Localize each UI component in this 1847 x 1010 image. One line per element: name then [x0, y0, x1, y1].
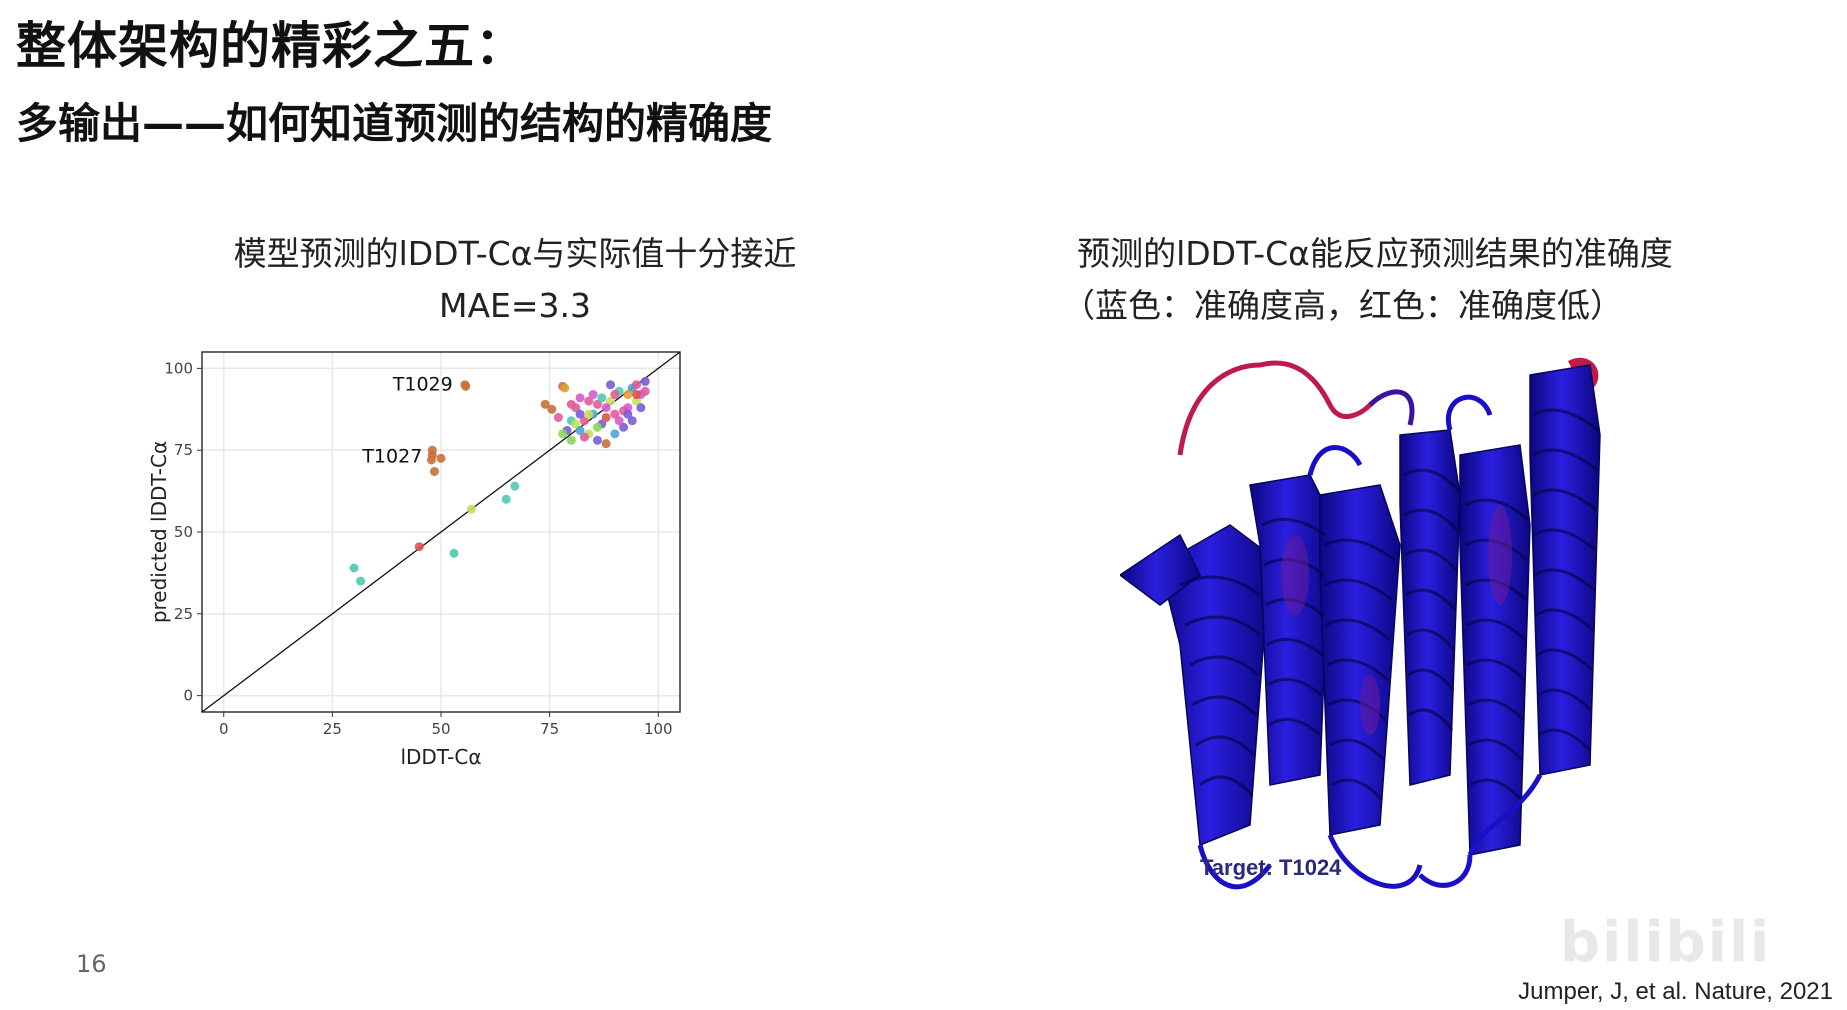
protein-structure-figure: Target: T1024 [1120, 345, 1620, 915]
x-tick-label: 75 [540, 720, 559, 738]
data-point [602, 403, 611, 412]
left-caption: 模型预测的lDDT-Cα与实际值十分接近 MAE=3.3 [150, 228, 880, 332]
x-tick-label: 25 [323, 720, 342, 738]
protein-ribbon-image [1120, 362, 1600, 887]
data-point [427, 456, 436, 465]
annotation-label: T1029 [392, 374, 453, 396]
data-point [632, 390, 641, 399]
x-axis-label: lDDT-Cα [400, 745, 481, 769]
data-point [593, 423, 602, 432]
y-axis-label: predicted lDDT-Cα [147, 441, 171, 623]
data-point [584, 410, 593, 419]
scatter-chart: 0 25 50 75 100 0 25 50 75 100 lDDT-Cα predicted lDD… [140, 350, 830, 830]
slide-subtitle: 多输出——如何知道预测的结构的精确度 [16, 90, 772, 151]
data-point [576, 393, 585, 402]
data-point [510, 482, 519, 491]
data-point [623, 390, 632, 399]
data-point [547, 405, 556, 414]
left-caption-line1: 模型预测的lDDT-Cα与实际值十分接近 [150, 228, 880, 280]
right-caption: 预测的lDDT-Cα能反应预测结果的准确度 （蓝色：准确度高，红色：准确度低） [1020, 228, 1730, 332]
data-point [610, 429, 619, 438]
right-caption-line2: （蓝色：准确度高，红色：准确度低） [1020, 280, 1730, 332]
page-number: 16 [76, 950, 107, 978]
data-point [450, 549, 459, 558]
data-point [641, 387, 650, 396]
x-tick-label: 50 [431, 720, 450, 738]
data-point [467, 505, 476, 514]
y-tick-label: 0 [183, 687, 193, 705]
data-point [597, 393, 606, 402]
data-point [576, 426, 585, 435]
data-point [615, 416, 624, 425]
data-point [554, 413, 563, 422]
data-point [356, 577, 365, 586]
data-point [606, 380, 615, 389]
y-tick-label: 25 [174, 605, 193, 623]
data-point [589, 390, 598, 399]
data-point [632, 380, 641, 389]
data-point [636, 403, 645, 412]
data-point [350, 564, 359, 573]
target-label: Target: T1024 [1200, 855, 1342, 880]
y-tick-label: 50 [174, 523, 193, 541]
data-point [560, 384, 569, 393]
annotation-label: T1027 [361, 446, 422, 468]
x-tick-label: 0 [219, 720, 229, 738]
data-point [602, 439, 611, 448]
data-point [567, 436, 576, 445]
right-caption-line1: 预测的lDDT-Cα能反应预测结果的准确度 [1020, 228, 1730, 280]
data-point [415, 542, 424, 551]
data-point [593, 436, 602, 445]
data-point [461, 382, 470, 391]
data-point [576, 410, 585, 419]
data-point [558, 429, 567, 438]
data-point [610, 390, 619, 399]
data-point [567, 400, 576, 409]
watermark-logo: bilibili [1560, 910, 1771, 975]
data-point [437, 454, 446, 463]
x-tick-label: 100 [644, 720, 673, 738]
y-tick-label: 100 [164, 359, 193, 377]
data-point [430, 467, 439, 476]
data-point [623, 410, 632, 419]
left-caption-line2: MAE=3.3 [150, 280, 880, 332]
data-point [502, 495, 511, 504]
data-point [602, 413, 611, 422]
slide-title: 整体架构的精彩之五： [16, 6, 526, 78]
data-point [641, 377, 650, 386]
y-tick-label: 75 [174, 441, 193, 459]
citation: Jumper, J, et al. Nature, 2021 [1518, 978, 1833, 1006]
